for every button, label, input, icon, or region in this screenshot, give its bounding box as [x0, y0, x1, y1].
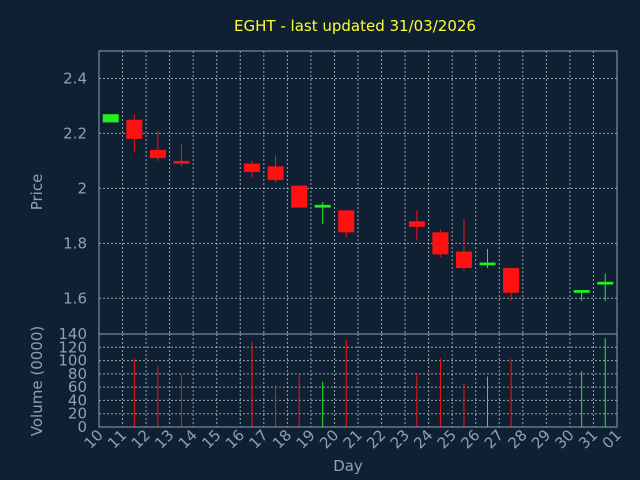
candle: [267, 155, 284, 183]
x-tick-label: 28: [504, 426, 530, 452]
x-tick-label: 20: [316, 426, 342, 452]
candle-body: [597, 281, 614, 285]
candle: [479, 248, 496, 269]
x-tick-label: 01: [599, 426, 625, 452]
x-tick-label: 16: [222, 426, 248, 452]
candle-body: [503, 268, 520, 293]
candle-body: [267, 166, 284, 181]
x-tick-label: 29: [528, 426, 554, 452]
x-tick-label: 30: [552, 426, 578, 452]
volume-tick-label: 0: [77, 418, 87, 436]
volume-tick-label: 20: [68, 405, 87, 423]
candle: [597, 273, 614, 302]
volume-tick-label: 80: [68, 365, 87, 383]
candle: [102, 114, 119, 123]
x-tick-label: 26: [457, 426, 483, 452]
x-ticks: 1011121314151617181920212223242526272829…: [81, 426, 625, 452]
x-tick-label: 15: [198, 426, 224, 452]
volume-tick-label: 120: [58, 338, 87, 356]
volume-axis-title: Volume (0000): [28, 326, 46, 436]
x-tick-label: 11: [104, 426, 130, 452]
x-tick-label: 31: [575, 426, 601, 452]
price-y-ticks: 1.6 1.8 2 2.2 2.4: [63, 69, 87, 307]
candle-body: [173, 160, 190, 164]
candle: [314, 202, 331, 225]
candle: [149, 130, 166, 161]
x-tick-label: 19: [293, 426, 319, 452]
candle-body: [573, 290, 590, 293]
chart-title: EGHT - last updated 31/03/2026: [234, 17, 476, 35]
candle: [432, 229, 449, 258]
volume-tick-label: 100: [58, 352, 87, 370]
candle: [455, 218, 472, 271]
x-tick-label: 24: [410, 426, 436, 452]
price-tick-label: 1.6: [63, 289, 87, 307]
candle-body: [244, 163, 261, 172]
volume-tick-label: 40: [68, 391, 87, 409]
candle-body: [338, 210, 355, 233]
x-tick-label: 25: [434, 426, 460, 452]
x-tick-label: 22: [363, 426, 389, 452]
x-tick-label: 13: [151, 426, 177, 452]
price-tick-label: 2: [77, 179, 87, 197]
price-grid: [98, 51, 618, 334]
candle-body: [455, 251, 472, 269]
candle-body: [149, 149, 166, 159]
price-axis-title: Price: [28, 174, 46, 211]
candles: [102, 114, 614, 302]
x-tick-label: 14: [175, 426, 201, 452]
x-tick-label: 18: [269, 426, 295, 452]
candle-body: [408, 221, 425, 227]
candle: [338, 210, 355, 238]
x-tick-label: 21: [340, 426, 366, 452]
price-tick-label: 2.4: [63, 69, 87, 87]
volume-bars: [133, 337, 606, 427]
candle: [173, 144, 190, 167]
candle: [126, 114, 143, 153]
candle: [291, 185, 308, 208]
x-tick-label: 23: [387, 426, 413, 452]
candle-body: [479, 262, 496, 266]
candle: [503, 268, 520, 302]
x-tick-label: 17: [245, 426, 271, 452]
x-tick-label: 12: [128, 426, 154, 452]
volume-panel-frame: [98, 333, 618, 428]
volume-tick-label: 60: [68, 378, 87, 396]
volume-tick-label: 140: [58, 325, 87, 343]
candle-body: [314, 204, 331, 208]
candle: [408, 210, 425, 241]
candle-body: [126, 119, 143, 139]
candle-body: [291, 185, 308, 208]
price-tick-label: 2.2: [63, 124, 87, 142]
volume-grid: [98, 333, 618, 428]
candle: [244, 160, 261, 178]
candle: [573, 290, 590, 302]
price-panel: 1.6 1.8 2 2.2 2.4 Price: [28, 50, 618, 335]
price-tick-label: 1.8: [63, 234, 87, 252]
x-tick-label: 27: [481, 426, 507, 452]
candle-body: [432, 232, 449, 255]
x-axis-title: Day: [333, 457, 363, 475]
candle-body: [102, 114, 119, 123]
